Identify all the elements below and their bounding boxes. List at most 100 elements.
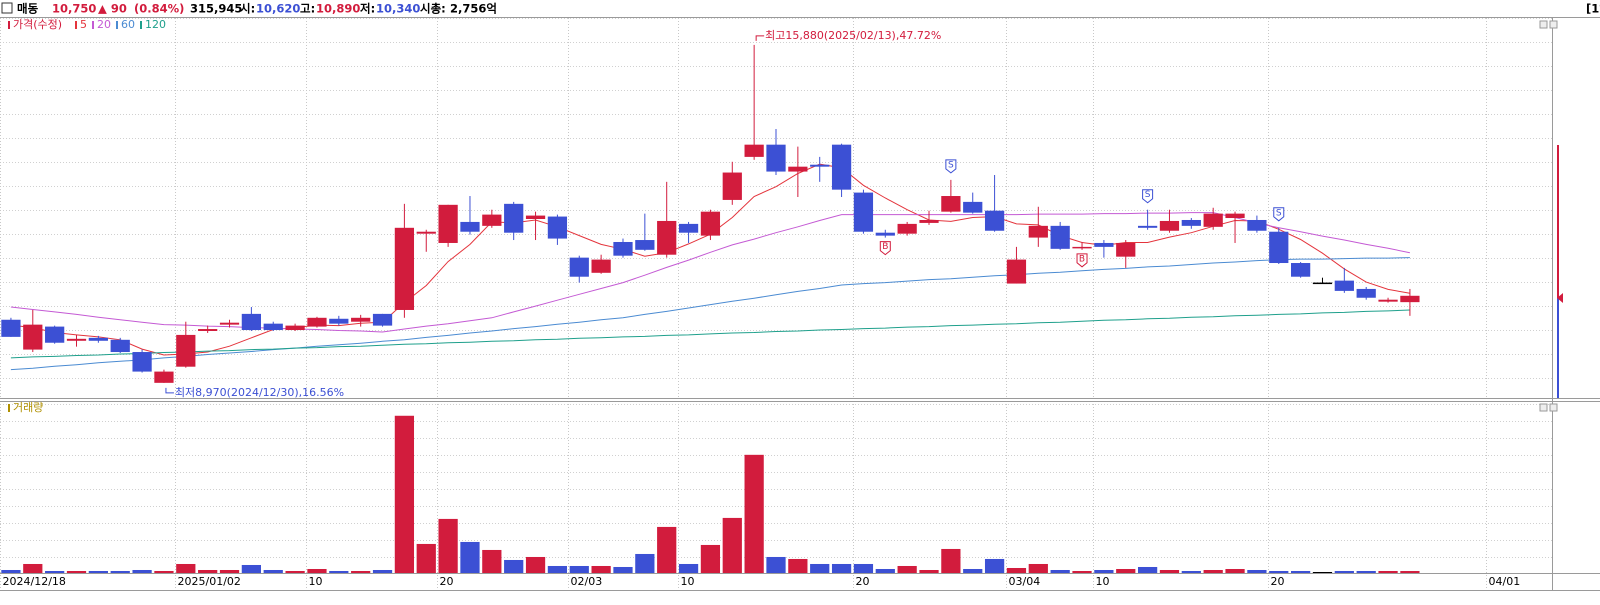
candle-body: [1116, 242, 1136, 257]
signal-label: S: [1276, 208, 1282, 218]
open-label: 시:: [240, 2, 255, 16]
signal-marker: [1273, 207, 1285, 222]
cap-label: 시총:: [420, 2, 446, 16]
volume-bar: [1356, 570, 1376, 573]
legend-marker: [8, 404, 10, 412]
panel-button[interactable]: [1549, 403, 1558, 412]
candle-body: [1094, 242, 1114, 247]
candle-body: [176, 334, 196, 367]
candle-body: [1400, 295, 1420, 303]
candle-body: [1334, 280, 1354, 291]
volume-bar: [525, 556, 546, 573]
candle-body: [372, 313, 393, 326]
candle-body: [657, 220, 677, 255]
candle-body: [831, 144, 852, 190]
volume-bar: [897, 565, 917, 573]
candle-body: [722, 172, 742, 200]
period[interactable]: [1일: [1586, 2, 1600, 16]
candle-body: [1247, 219, 1267, 231]
volume-bar: [1072, 570, 1092, 573]
x-tick-label: 2024/12/18: [3, 575, 66, 588]
panel-button[interactable]: [1539, 20, 1548, 29]
panel-button[interactable]: [1539, 403, 1548, 412]
price-grid: [0, 18, 1552, 398]
legend-entry: 120: [145, 18, 166, 31]
volume-bar: [351, 570, 371, 573]
volume-bar: [1116, 568, 1136, 573]
signal-marker: [945, 159, 957, 174]
volume-bar: [132, 569, 152, 573]
annotation-arrow: [755, 35, 765, 41]
ma-line: [10, 257, 1410, 371]
volume-bar: [1050, 569, 1070, 573]
volume-bar: [88, 570, 108, 573]
volume-bar: [1203, 569, 1223, 573]
candle-body: [285, 325, 305, 331]
volume-bar: [1269, 570, 1289, 573]
legend-marker: [8, 21, 10, 29]
candle-body: [591, 259, 611, 273]
candle-body: [700, 211, 721, 236]
open: 10,620: [256, 2, 300, 16]
candle-body: [788, 166, 808, 172]
candle-body: [613, 241, 633, 256]
candle-body: [569, 257, 589, 277]
candle-body: [1225, 213, 1245, 219]
annotation-arrow: [165, 387, 174, 394]
signal-label: S: [1145, 190, 1151, 200]
candle-body: [241, 313, 261, 331]
candle-body: [198, 329, 218, 331]
volume-bar: [154, 570, 174, 573]
volume-bar: [788, 558, 808, 573]
low-label: 저:: [360, 2, 375, 16]
candle-body: [635, 240, 655, 250]
candle-body: [1181, 219, 1201, 226]
legend-entry: 60: [121, 18, 135, 31]
candle-body: [1, 319, 21, 337]
signal-label: B: [1079, 254, 1085, 264]
volume-bar: [482, 549, 502, 573]
candle-body: [919, 219, 939, 223]
legend-marker: [75, 21, 77, 29]
volume-bar: [1006, 567, 1027, 573]
x-tick-label: 03/04: [1009, 575, 1041, 588]
signal-marker: [1076, 253, 1088, 268]
volume-bar: [1334, 570, 1354, 573]
candle-body: [88, 337, 108, 341]
candle-body: [810, 164, 830, 167]
candle-body: [263, 323, 283, 331]
volume-bar: [307, 568, 327, 573]
volume-bar: [875, 568, 895, 573]
candle-body: [504, 203, 524, 233]
x-tick-label: 10: [309, 575, 323, 588]
candle-body: [1159, 220, 1180, 231]
candle-body: [1356, 288, 1376, 298]
candle-body: [897, 223, 917, 234]
panel-button[interactable]: [1549, 20, 1558, 29]
volume-bar: [1400, 571, 1420, 573]
candle-body: [23, 324, 43, 350]
signal-label: B: [882, 242, 888, 252]
checkbox[interactable]: [1, 2, 13, 14]
candle-body: [394, 227, 415, 310]
volume-bar: [416, 543, 436, 573]
candle-body: [744, 144, 764, 157]
volume-bar: [66, 570, 87, 573]
high-label: 고:: [300, 2, 315, 16]
candle-body: [941, 196, 961, 212]
legend-entry: 20: [97, 18, 111, 31]
candle-body: [1028, 225, 1048, 238]
volume-bar: [45, 570, 65, 573]
candle-body: [1137, 225, 1158, 228]
candle-body: [1269, 231, 1289, 264]
volume-bar: [1291, 570, 1311, 573]
volume-bar: [678, 563, 699, 573]
candle-body: [416, 231, 436, 234]
candle-body: [1312, 282, 1333, 285]
price: 10,750: [52, 2, 96, 16]
candle-body: [547, 216, 568, 239]
x-tick-label: 2025/01/02: [178, 575, 241, 588]
candle-body: [132, 352, 152, 372]
